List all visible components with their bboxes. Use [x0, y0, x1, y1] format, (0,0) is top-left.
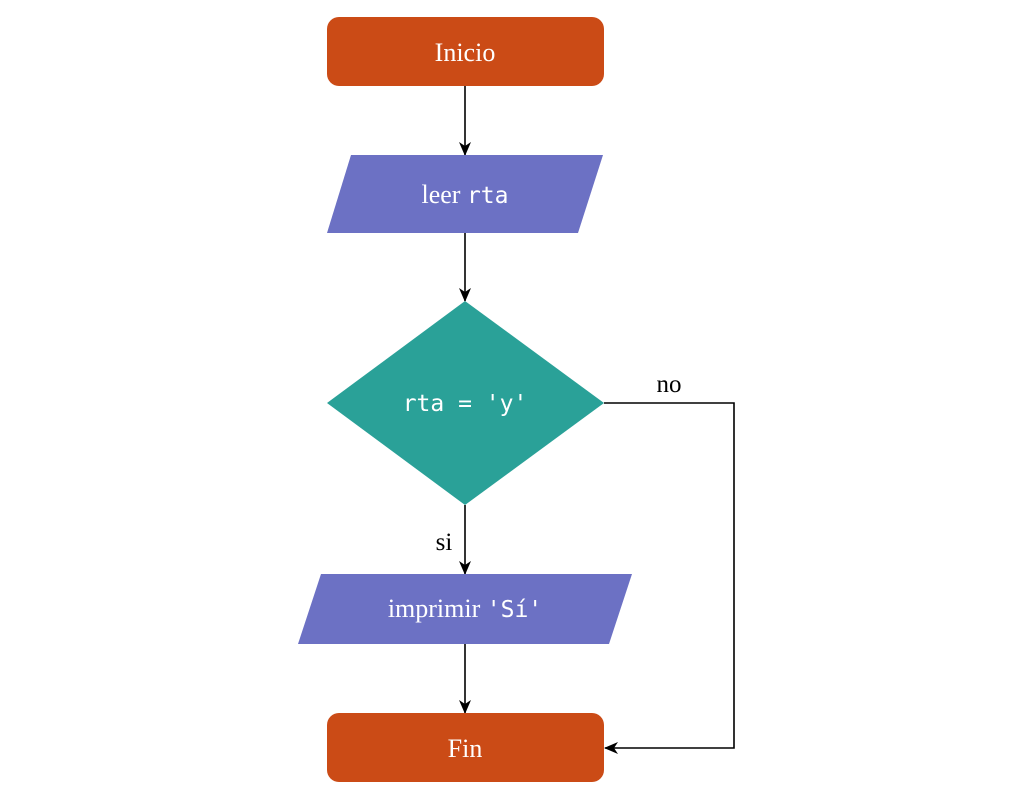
edges	[459, 86, 735, 754]
end-label: Fin	[448, 734, 483, 763]
read-io-shape	[327, 155, 603, 233]
end-terminal-shape	[327, 713, 604, 782]
edge-label-yes: si	[436, 529, 453, 556]
print-io-shape	[298, 574, 632, 644]
start-terminal-shape	[327, 17, 604, 86]
condition-node: rta = 'y'	[327, 301, 604, 505]
read-node: leer rta	[327, 155, 603, 233]
edge-condition-to-end-no	[604, 402, 735, 754]
print-label-text: imprimir	[388, 594, 487, 623]
print-label-code: 'Sí'	[487, 597, 542, 623]
end-node: Fin	[327, 713, 604, 782]
read-label-code: rta	[467, 183, 509, 209]
read-label: leer rta	[421, 180, 508, 209]
print-node: imprimir 'Sí'	[298, 574, 632, 644]
start-label: Inicio	[435, 38, 496, 67]
print-label: imprimir 'Sí'	[388, 594, 542, 623]
start-node: Inicio	[327, 17, 604, 86]
condition-label: rta = 'y'	[403, 391, 528, 417]
read-label-text: leer	[421, 180, 466, 209]
condition-decision-shape	[327, 301, 604, 505]
edge-label-no: no	[657, 371, 682, 398]
